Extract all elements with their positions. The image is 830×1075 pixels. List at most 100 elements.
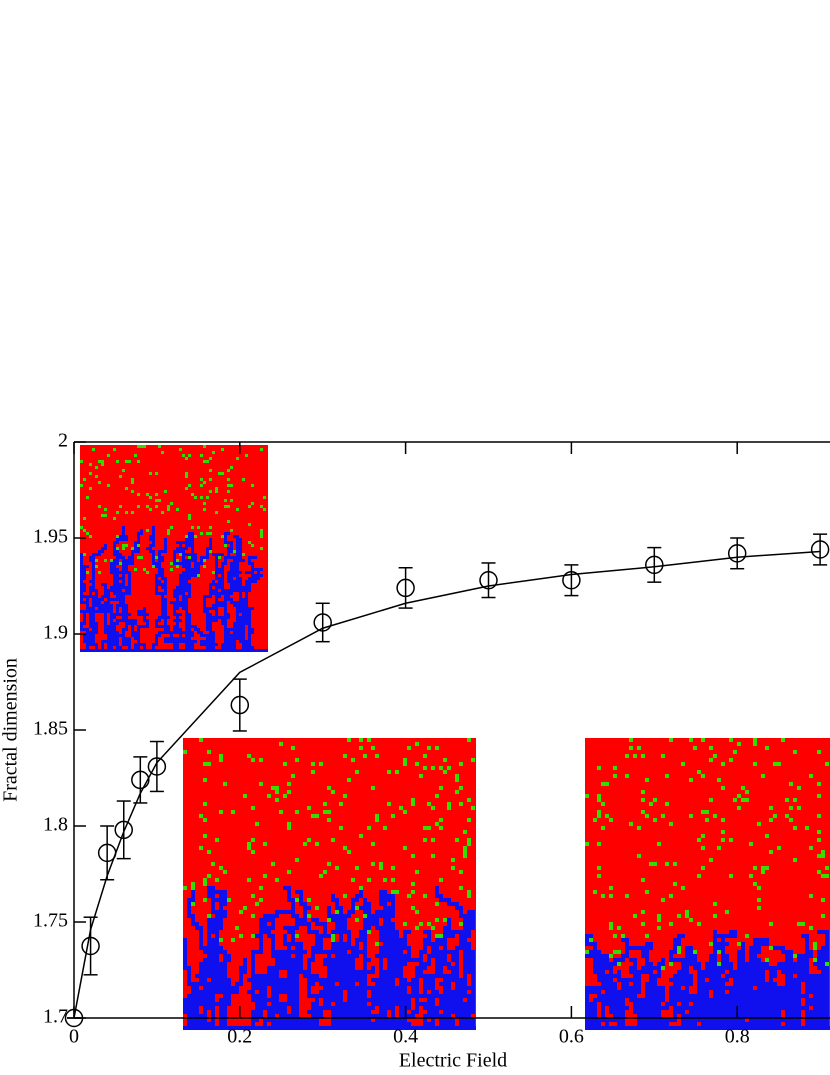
inset-particle bbox=[259, 898, 263, 902]
inset-cluster bbox=[275, 910, 279, 914]
inset-cluster bbox=[219, 926, 223, 930]
inset-cluster bbox=[104, 595, 107, 598]
inset-cluster bbox=[403, 1022, 407, 1026]
inset-cluster bbox=[211, 1018, 215, 1022]
inset-cluster bbox=[347, 966, 351, 970]
inset-cluster bbox=[230, 571, 233, 574]
inset-cluster bbox=[188, 595, 191, 598]
inset-cluster bbox=[187, 898, 191, 902]
inset-cluster bbox=[371, 918, 375, 922]
inset-particle bbox=[203, 762, 207, 766]
inset-cluster bbox=[347, 994, 351, 998]
inset-cluster bbox=[191, 890, 195, 894]
inset-cluster bbox=[391, 1006, 395, 1010]
inset-cluster bbox=[279, 1010, 283, 1014]
inset-cluster bbox=[199, 994, 203, 998]
inset-cluster bbox=[403, 986, 407, 990]
inset-cluster bbox=[195, 998, 199, 1002]
inset-particle bbox=[137, 556, 140, 559]
inset-particle bbox=[669, 822, 673, 826]
inset-cluster bbox=[339, 938, 343, 942]
inset-cluster bbox=[122, 643, 125, 646]
inset-particle bbox=[613, 766, 617, 770]
inset-cluster bbox=[221, 643, 224, 646]
inset-cluster bbox=[383, 950, 387, 954]
inset-cluster bbox=[327, 958, 331, 962]
inset-cluster bbox=[122, 610, 125, 613]
inset-cluster bbox=[211, 918, 215, 922]
inset-cluster bbox=[323, 958, 327, 962]
inset-cluster bbox=[230, 574, 233, 577]
inset-cluster bbox=[242, 616, 245, 619]
inset-cluster bbox=[179, 577, 182, 580]
inset-cluster bbox=[89, 607, 92, 610]
inset-cluster bbox=[152, 556, 155, 559]
inset-cluster bbox=[427, 994, 431, 998]
inset-cluster bbox=[431, 954, 435, 958]
inset-particle bbox=[263, 874, 267, 878]
inset-cluster bbox=[363, 1018, 367, 1022]
inset-cluster bbox=[391, 894, 395, 898]
inset-particle bbox=[821, 850, 825, 854]
inset-particle bbox=[223, 782, 227, 786]
inset-cluster bbox=[271, 990, 275, 994]
inset-particle bbox=[625, 754, 629, 758]
inset-cluster bbox=[221, 604, 224, 607]
inset-cluster bbox=[161, 595, 164, 598]
inset-cluster bbox=[206, 640, 209, 643]
inset-cluster bbox=[152, 529, 155, 532]
inset-cluster bbox=[439, 1002, 443, 1006]
inset-cluster bbox=[179, 550, 182, 553]
inset-cluster bbox=[291, 930, 295, 934]
inset-cluster bbox=[467, 998, 471, 1002]
inset-cluster bbox=[443, 938, 447, 942]
inset-cluster bbox=[211, 894, 215, 898]
inset-cluster bbox=[92, 610, 95, 613]
inset-cluster bbox=[224, 589, 227, 592]
inset-cluster bbox=[339, 918, 343, 922]
inset-cluster bbox=[303, 1018, 307, 1022]
inset-cluster bbox=[80, 622, 83, 625]
inset-cluster bbox=[363, 902, 367, 906]
inset-cluster bbox=[279, 954, 283, 958]
inset-cluster bbox=[363, 1010, 367, 1014]
inset-cluster bbox=[101, 607, 104, 610]
inset-cluster bbox=[134, 547, 137, 550]
inset-cluster bbox=[176, 625, 179, 628]
inset-cluster bbox=[431, 950, 435, 954]
inset-cluster bbox=[387, 994, 391, 998]
inset-cluster bbox=[471, 970, 475, 974]
inset-cluster bbox=[191, 918, 195, 922]
inset-cluster bbox=[383, 998, 387, 1002]
inset-particle bbox=[653, 818, 657, 822]
inset-cluster bbox=[263, 986, 267, 990]
inset-cluster bbox=[199, 974, 203, 978]
inset-cluster bbox=[116, 568, 119, 571]
inset-cluster bbox=[215, 607, 218, 610]
inset-cluster bbox=[331, 970, 335, 974]
inset-cluster bbox=[343, 1002, 347, 1006]
inset-cluster bbox=[295, 926, 299, 930]
inset-cluster bbox=[122, 529, 125, 532]
inset-cluster bbox=[122, 619, 125, 622]
inset-cluster bbox=[259, 930, 263, 934]
inset-cluster bbox=[315, 1002, 319, 1006]
inset-cluster bbox=[435, 962, 439, 966]
inset-cluster bbox=[347, 1022, 351, 1026]
inset-cluster bbox=[110, 646, 113, 649]
inset-cluster bbox=[107, 607, 110, 610]
inset-cluster bbox=[455, 930, 459, 934]
inset-cluster bbox=[435, 938, 439, 942]
inset-cluster bbox=[279, 910, 283, 914]
inset-cluster bbox=[209, 607, 212, 610]
inset-cluster bbox=[343, 982, 347, 986]
inset-particle bbox=[311, 814, 315, 818]
inset-cluster bbox=[164, 550, 167, 553]
inset-cluster bbox=[233, 574, 236, 577]
inset-cluster bbox=[427, 1014, 431, 1018]
inset-cluster bbox=[152, 562, 155, 565]
inset-cluster bbox=[191, 1010, 195, 1014]
inset-cluster bbox=[355, 1018, 359, 1022]
inset-cluster bbox=[185, 589, 188, 592]
inset-cluster bbox=[98, 610, 101, 613]
